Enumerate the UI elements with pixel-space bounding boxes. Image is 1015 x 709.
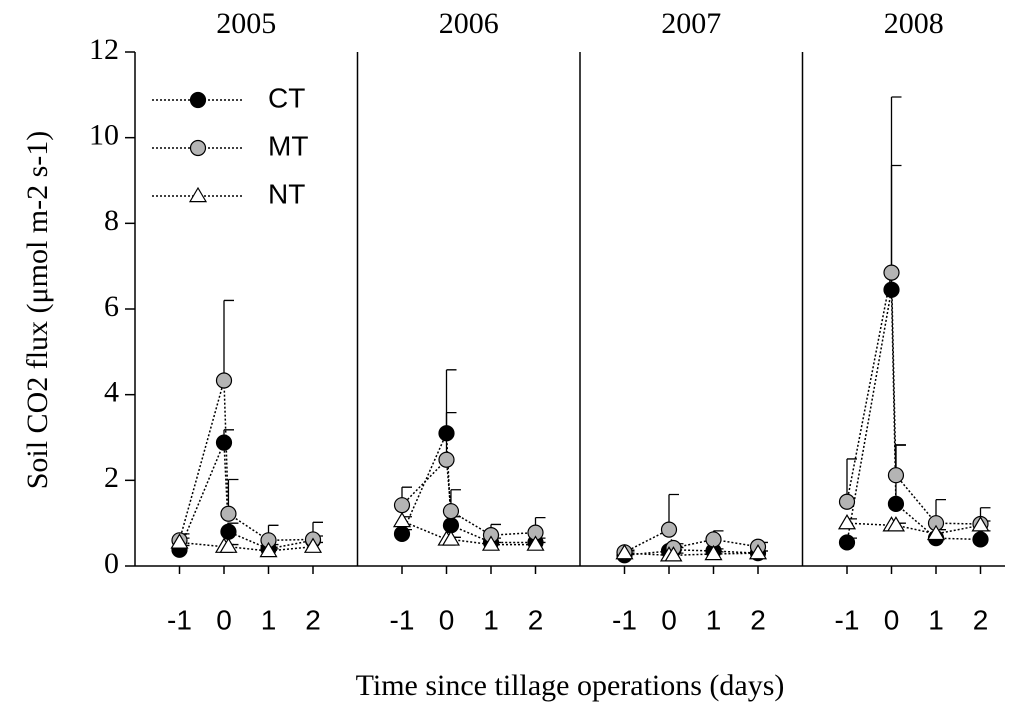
x-tick-label: 0	[661, 604, 677, 635]
x-axis-label: Time since tillage operations (days)	[356, 669, 785, 702]
y-tick-label: 2	[104, 461, 119, 494]
x-tick-label: -1	[167, 604, 192, 635]
data-point	[170, 533, 189, 549]
series-line	[401, 432, 536, 544]
data-point	[392, 511, 412, 528]
data-point	[615, 543, 634, 560]
series-line	[624, 552, 759, 557]
data-point	[748, 543, 768, 560]
x-tick-label: 0	[216, 604, 232, 635]
y-tick-label: 10	[89, 119, 119, 152]
data-point	[393, 525, 411, 542]
panel-title: 2008	[884, 7, 944, 40]
panel-title: 2006	[439, 7, 499, 40]
y-tick-label: 12	[89, 33, 119, 66]
x-tick-label: 2	[305, 604, 321, 635]
data-point	[972, 531, 989, 548]
data-point	[837, 513, 857, 530]
data-point	[704, 544, 723, 561]
x-tick-label: -1	[835, 604, 860, 635]
y-tick-label: 6	[104, 290, 119, 323]
data-point	[883, 264, 900, 281]
data-point	[838, 493, 856, 510]
x-tick-label: 2	[973, 604, 989, 635]
x-tick-label: 2	[528, 604, 544, 635]
data-point	[887, 467, 905, 484]
x-tick-label: -1	[390, 604, 415, 635]
data-point	[883, 281, 900, 298]
data-point	[215, 434, 233, 451]
x-tick-label: 1	[483, 604, 499, 635]
data-point	[393, 497, 411, 514]
data-point	[838, 534, 856, 551]
y-axis-label: Soil CO2 flux (μmol m-2 s-1)	[21, 131, 54, 490]
series-line	[846, 522, 981, 535]
data-point	[215, 372, 233, 389]
panel-title: 2007	[661, 7, 721, 40]
series-line	[846, 272, 981, 525]
data-point	[660, 521, 678, 538]
legend-label: NT	[268, 178, 305, 209]
data-point	[219, 537, 238, 553]
legend-marker	[188, 186, 208, 203]
x-tick-label: 1	[928, 604, 944, 635]
legend-label: CT	[268, 82, 305, 113]
data-point	[481, 535, 501, 551]
data-point	[441, 530, 460, 546]
error-bar	[890, 96, 902, 273]
x-tick-label: 2	[750, 604, 766, 635]
y-tick-label: 0	[104, 547, 119, 580]
legend-label: MT	[268, 130, 308, 161]
y-tick-label: 8	[104, 204, 119, 237]
series-line	[401, 458, 536, 536]
series-line	[178, 380, 314, 542]
series-line	[846, 289, 981, 543]
data-point	[303, 537, 323, 553]
data-point	[664, 546, 683, 562]
data-point	[259, 541, 278, 558]
data-point	[442, 503, 460, 520]
x-tick-label: 0	[884, 604, 900, 635]
data-point	[438, 451, 455, 468]
data-point	[886, 516, 905, 532]
data-point	[926, 524, 946, 541]
x-tick-label: 0	[439, 604, 455, 635]
x-tick-label: 1	[706, 604, 722, 635]
x-tick-label: -1	[612, 604, 637, 635]
legend-marker	[189, 139, 207, 157]
data-point	[438, 425, 455, 442]
error-bar	[445, 369, 457, 460]
series-line	[178, 442, 314, 551]
x-tick-label: 1	[261, 604, 277, 635]
data-point	[526, 535, 545, 551]
data-point	[220, 523, 237, 540]
y-tick-label: 4	[104, 376, 119, 409]
series-line	[624, 528, 759, 553]
legend-marker	[189, 91, 207, 109]
data-point	[887, 495, 905, 512]
error-bar	[223, 299, 234, 381]
data-point	[220, 505, 237, 522]
panel-title: 2005	[216, 7, 276, 40]
data-point	[705, 531, 722, 548]
data-point	[971, 516, 990, 532]
